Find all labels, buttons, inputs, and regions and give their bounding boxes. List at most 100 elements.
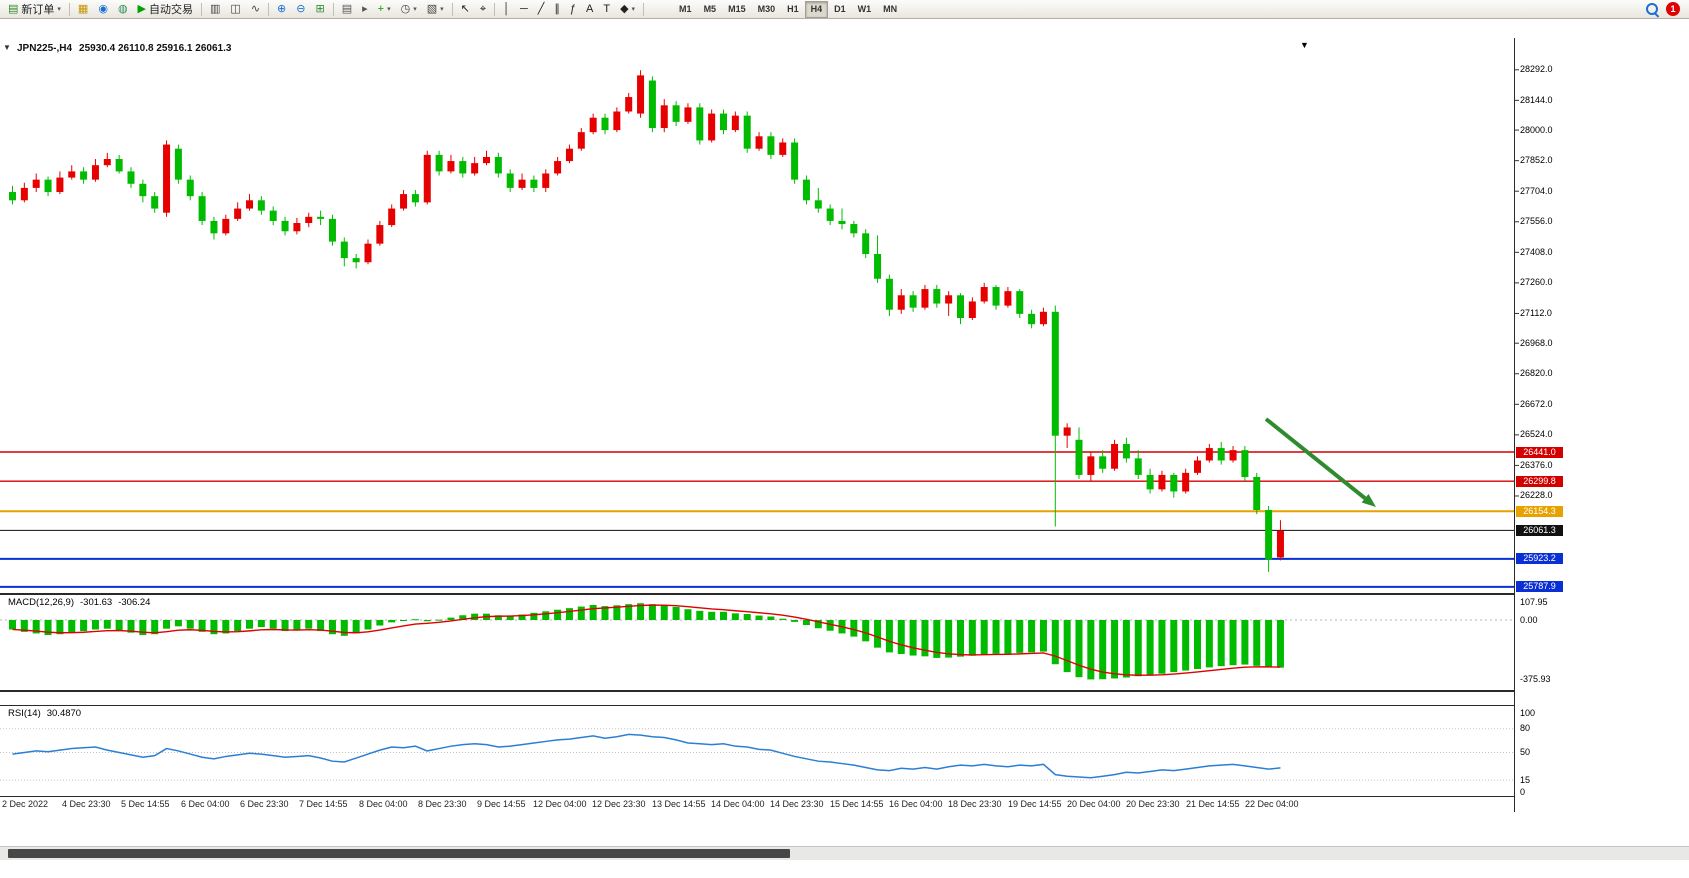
trendline-icon: ╱ [537,2,545,15]
hline-price-badge: 25787.9 [1516,581,1563,593]
tile-windows-button[interactable]: ⊞ [310,0,329,19]
time-axis-label: 15 Dec 14:55 [830,799,884,809]
timeframe-w1-button[interactable]: W1 [857,3,872,14]
time-axis-label: 6 Dec 04:00 [181,799,230,809]
current-price-badge: 26061.3 [1516,524,1563,536]
autotrading-button[interactable]: ▶ 自动交易 [133,0,198,19]
timeframe-m15-button[interactable]: M15 [728,3,746,14]
time-axis-label: 4 Dec 23:30 [62,799,111,809]
shapes-button[interactable]: ◆ ▾ [615,0,640,19]
bar-chart-button[interactable]: ▥ [205,0,225,19]
text-label-button[interactable]: T [598,0,615,19]
time-axis-label: 8 Dec 23:30 [418,799,467,809]
timeframe-m30-button[interactable]: M30 [757,3,776,14]
timeframe-h1-button[interactable]: H1 [787,3,799,14]
macd-bottom-border[interactable] [0,690,1514,692]
horizontal-scrollbar[interactable] [0,846,1689,860]
chart-ohlc-values: 25930.4 26110.8 25916.1 26061.3 [79,43,232,54]
new-order-button[interactable]: ▤ 新订单 ▾ [3,0,66,19]
time-axis-label: 2 Dec 2022 [2,799,49,809]
rsi-axis-tick: 100 [1520,707,1536,718]
timeframe-mn-button[interactable]: MN [883,3,898,14]
scrollbar-thumb[interactable] [8,849,790,858]
periods-button[interactable]: ◷ ▾ [396,0,422,19]
zoom-out-button[interactable]: ⊖ [291,0,310,19]
timeframe-m5-button[interactable]: M5 [703,3,717,14]
chart-symbol-period: JPN225-,H4 [17,43,73,54]
time-axis-label: 7 Dec 14:55 [299,799,348,809]
charts-window-button[interactable]: ▦ [73,0,93,19]
time-axis-label: 9 Dec 14:55 [477,799,526,809]
toolbar-separator [494,2,496,16]
auto-arrange-icon: ▤ [341,2,353,15]
price-axis-tick: 26672.0 [1520,398,1553,409]
vertical-line-button[interactable]: │ [498,0,515,19]
line-chart-button[interactable]: ∿ [246,0,265,19]
rsi-axis-tick: 0 [1520,786,1526,797]
bar-chart-icon: ▥ [210,2,221,15]
notification-badge[interactable]: 1 [1666,2,1680,16]
price-axis-tick: 27556.0 [1520,216,1553,227]
profiles-button[interactable]: ◉ [93,0,113,19]
candlestick-chart-button[interactable]: ◫ [225,0,245,19]
toolbar-separator [268,2,270,16]
cursor-icon: ↖ [460,2,470,15]
hline-price-badge: 26154.3 [1516,505,1563,517]
periods-icon: ◷ [400,2,411,15]
timeframe-d1-button[interactable]: D1 [834,3,846,14]
scroll-to-end-marker[interactable]: ▼ [1300,40,1309,50]
auto-arrange-button[interactable]: ▤ [337,0,357,19]
zoom-in-button[interactable]: ⊕ [272,0,291,19]
time-axis-label: 8 Dec 04:00 [359,799,408,809]
macd-axis-tick: -375.93 [1520,673,1551,684]
price-axis-tick: 28144.0 [1520,94,1553,105]
caret-down-icon: ▾ [387,6,391,13]
caret-down-icon: ▾ [57,6,61,13]
price-axis-tick: 26820.0 [1520,368,1553,379]
channel-button[interactable]: ∥ [549,0,565,19]
hline-price-badge: 25923.2 [1516,553,1563,565]
trendline-button[interactable]: ╱ [533,0,550,19]
time-axis-label: 20 Dec 23:30 [1126,799,1180,809]
templates-button[interactable]: ▧ ▾ [422,0,449,19]
macd-axis-tick: 0.00 [1520,614,1538,625]
text-button[interactable]: A [581,0,598,19]
text-icon: A [585,2,594,15]
window-buttons-group: ▦ ◉ ◍ [73,0,133,19]
chart-shift-button[interactable]: ▸ [357,0,373,19]
time-axis-label: 12 Dec 23:30 [592,799,646,809]
timeframe-toolbar: M1 M5 M15 M30 H1 H4 D1 W1 MN [673,0,903,18]
autotrading-label: 自动交易 [149,4,194,16]
chart-shift-icon: ▸ [362,2,368,15]
horizontal-line-button[interactable]: ─ [515,0,533,19]
time-axis-label: 14 Dec 04:00 [711,799,765,809]
price-axis-tick: 26968.0 [1520,337,1553,348]
price-axis-tick: 27260.0 [1520,277,1553,288]
caret-down-icon: ▾ [440,6,444,13]
fibonacci-button[interactable]: ƒ [565,0,581,19]
price-axis-tick: 26228.0 [1520,490,1553,501]
search-icon[interactable] [1646,3,1658,15]
toolbar-separator [68,2,70,16]
time-axis-label: 14 Dec 23:30 [770,799,824,809]
cursor-button[interactable]: ↖ [456,0,475,19]
chart-menu-button[interactable]: ▼ [3,43,11,52]
text-label-icon: T [603,2,611,15]
timeframe-h4-button[interactable]: H4 [804,0,829,18]
chart-canvas[interactable] [0,19,1689,878]
toolbar-separator [643,2,645,16]
timeframe-m1-button[interactable]: M1 [679,3,692,14]
indicators-button[interactable]: + ▾ [373,0,396,19]
price-macd-divider[interactable] [0,593,1514,595]
rsi-top-border[interactable] [0,705,1514,706]
crosshair-button[interactable]: ⌖ [475,0,491,19]
time-axis-label: 6 Dec 23:30 [240,799,289,809]
data-window-button[interactable]: ◍ [113,0,133,19]
price-axis-tick: 28000.0 [1520,124,1553,135]
shapes-icon: ◆ [620,2,629,15]
new-order-label: 新订单 [21,4,55,16]
time-axis-label: 16 Dec 04:00 [889,799,943,809]
price-axis-tick: 27112.0 [1520,307,1552,318]
price-axis-tick: 27852.0 [1520,155,1553,166]
templates-icon: ▧ [426,2,438,15]
